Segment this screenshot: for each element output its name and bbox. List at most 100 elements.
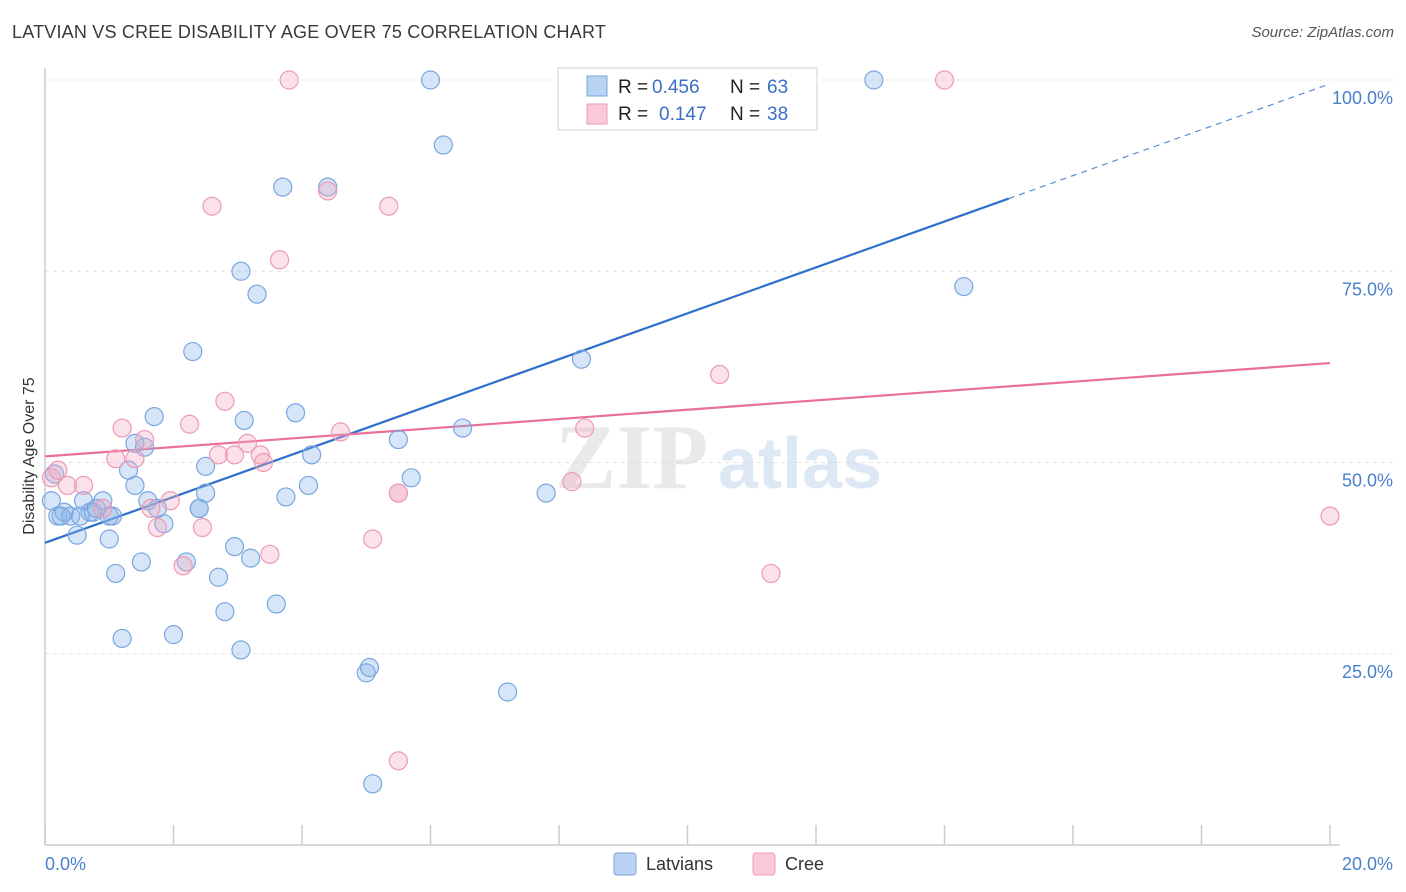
latvian-point-32 <box>231 261 251 281</box>
latvian-point-35 <box>247 284 267 304</box>
chart-title: LATVIAN VS CREE DISABILITY AGE OVER 75 C… <box>12 22 607 42</box>
cree-point-36 <box>934 70 955 90</box>
latvian-point-10 <box>99 529 119 549</box>
cree-trend-line <box>44 361 1331 458</box>
latvian-point-36 <box>266 594 286 614</box>
cree-point-27 <box>363 529 383 549</box>
latvian-point-55 <box>864 70 884 90</box>
latvian-point-19 <box>144 407 164 427</box>
latvian-point-51 <box>498 682 518 702</box>
y-tick-label-3: 100.0% <box>1332 88 1393 108</box>
cree-point-18 <box>224 445 245 465</box>
y-tick-label-1: 50.0% <box>1342 471 1393 491</box>
data-points <box>41 70 1340 794</box>
cree-point-9 <box>141 498 161 518</box>
legend-r-value-0: 0.456 <box>652 77 700 98</box>
cree-point-25 <box>318 181 338 201</box>
series-legend-swatch-cree <box>752 852 776 876</box>
cree-point-7 <box>125 449 145 469</box>
latvian-point-40 <box>298 475 319 496</box>
legend-r-label-0: R = <box>618 77 648 98</box>
latvian-point-13 <box>112 628 132 649</box>
cree-point-32 <box>562 472 582 492</box>
x-tick-label-0: 0.0% <box>45 854 86 874</box>
legend-n-value-0: 63 <box>767 77 788 98</box>
cree-point-2 <box>57 475 78 496</box>
latvian-point-27 <box>196 456 216 476</box>
latvian-point-24 <box>183 341 203 362</box>
latvian-point-4 <box>67 525 87 545</box>
latvian-point-58 <box>51 506 71 526</box>
legend-n-label-1: N = <box>730 104 760 125</box>
latvian-point-34 <box>241 548 261 568</box>
cree-point-11 <box>160 491 180 511</box>
cree-point-10 <box>147 517 168 538</box>
cree-point-24 <box>279 70 299 90</box>
latvian-point-46 <box>388 429 408 450</box>
cree-point-13 <box>179 414 200 434</box>
cree-point-33 <box>575 418 595 438</box>
x-tick-labels: 0.0% 20.0% <box>45 854 1393 874</box>
series-legend-swatch-latvians <box>613 852 637 876</box>
latvian-point-37 <box>273 177 293 197</box>
latvian-point-53 <box>571 349 592 369</box>
latvian-point-12 <box>106 563 126 584</box>
latvian-point-31 <box>231 640 251 660</box>
latvian-point-22 <box>163 625 184 645</box>
legend-r-value-1: 0.147 <box>659 104 707 125</box>
legend-n-label-0: N = <box>730 77 760 98</box>
latvian-point-17 <box>131 552 151 572</box>
cree-point-14 <box>192 517 213 538</box>
trend-lines <box>44 83 1331 544</box>
cree-point-31 <box>388 751 408 771</box>
latvian-point-41 <box>302 445 322 465</box>
cree-point-19 <box>237 433 257 453</box>
latvian-point-62 <box>189 498 209 518</box>
cree-point-12 <box>173 556 193 576</box>
cree-point-6 <box>112 418 132 438</box>
latvian-point-49 <box>433 135 453 155</box>
latvian-point-30 <box>224 537 245 557</box>
latvian-point-43 <box>356 663 376 683</box>
watermark: ZIP atlas <box>555 406 882 508</box>
legend-swatch-latvians <box>586 75 608 97</box>
latvian-point-44 <box>359 657 380 678</box>
latvian-point-52 <box>536 483 556 503</box>
cree-point-22 <box>260 544 280 564</box>
cree-point-30 <box>388 483 408 503</box>
latvian-point-5 <box>70 506 90 526</box>
cree-point-5 <box>106 449 126 469</box>
latvian-point-45 <box>363 774 383 794</box>
y-tick-label-0: 25.0% <box>1342 662 1393 682</box>
latvian-trend-line <box>44 197 1010 544</box>
latvian-point-47 <box>401 468 421 488</box>
cree-point-28 <box>379 196 399 216</box>
latvian-trend-line-extension <box>1008 83 1331 200</box>
latvian-point-38 <box>276 487 296 507</box>
latvian-point-33 <box>234 410 254 431</box>
x-axis-ticks <box>44 825 1331 845</box>
cree-point-37 <box>1320 506 1340 526</box>
legend-swatch-cree <box>586 103 608 125</box>
cree-point-35 <box>761 563 781 584</box>
cree-point-16 <box>208 445 229 465</box>
latvian-point-15 <box>125 475 145 496</box>
cree-point-8 <box>134 429 155 450</box>
legend-n-value-1: 38 <box>767 104 788 125</box>
correlation-legend: R = 0.456 N = 63 R = 0.147 N = 38 <box>557 67 818 131</box>
latvian-point-29 <box>215 602 235 622</box>
y-tick-label-2: 75.0% <box>1342 279 1393 299</box>
chart-source: Source: ZipAtlas.com <box>1251 24 1394 41</box>
legend-r-label-1: R = <box>618 104 648 125</box>
latvian-point-48 <box>420 70 441 90</box>
cree-point-15 <box>202 196 222 216</box>
y-tick-labels: 25.0% 50.0% 75.0% 100.0% <box>1332 88 1393 682</box>
cree-point-4 <box>93 498 113 518</box>
series-legend-label-latvians: Latvians <box>646 854 713 874</box>
latvian-point-3 <box>61 506 81 526</box>
x-tick-label-1: 20.0% <box>1342 854 1393 874</box>
cree-point-3 <box>73 475 94 496</box>
series-legend-label-cree: Cree <box>785 854 824 874</box>
cree-point-17 <box>215 391 235 411</box>
